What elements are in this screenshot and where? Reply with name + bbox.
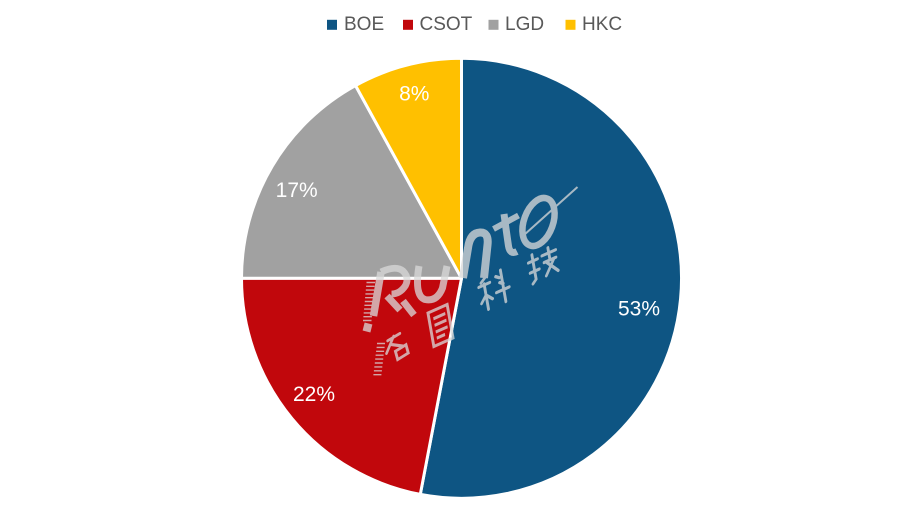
svg-text:17%: 17% [276,179,318,202]
svg-text:8%: 8% [399,82,429,105]
svg-text:CSOT: CSOT [420,14,473,35]
svg-text:22%: 22% [293,383,335,406]
svg-text:BOE: BOE [344,14,384,35]
svg-text:HKC: HKC [582,14,622,35]
svg-text:LGD: LGD [505,14,544,35]
svg-text:53%: 53% [618,298,660,321]
